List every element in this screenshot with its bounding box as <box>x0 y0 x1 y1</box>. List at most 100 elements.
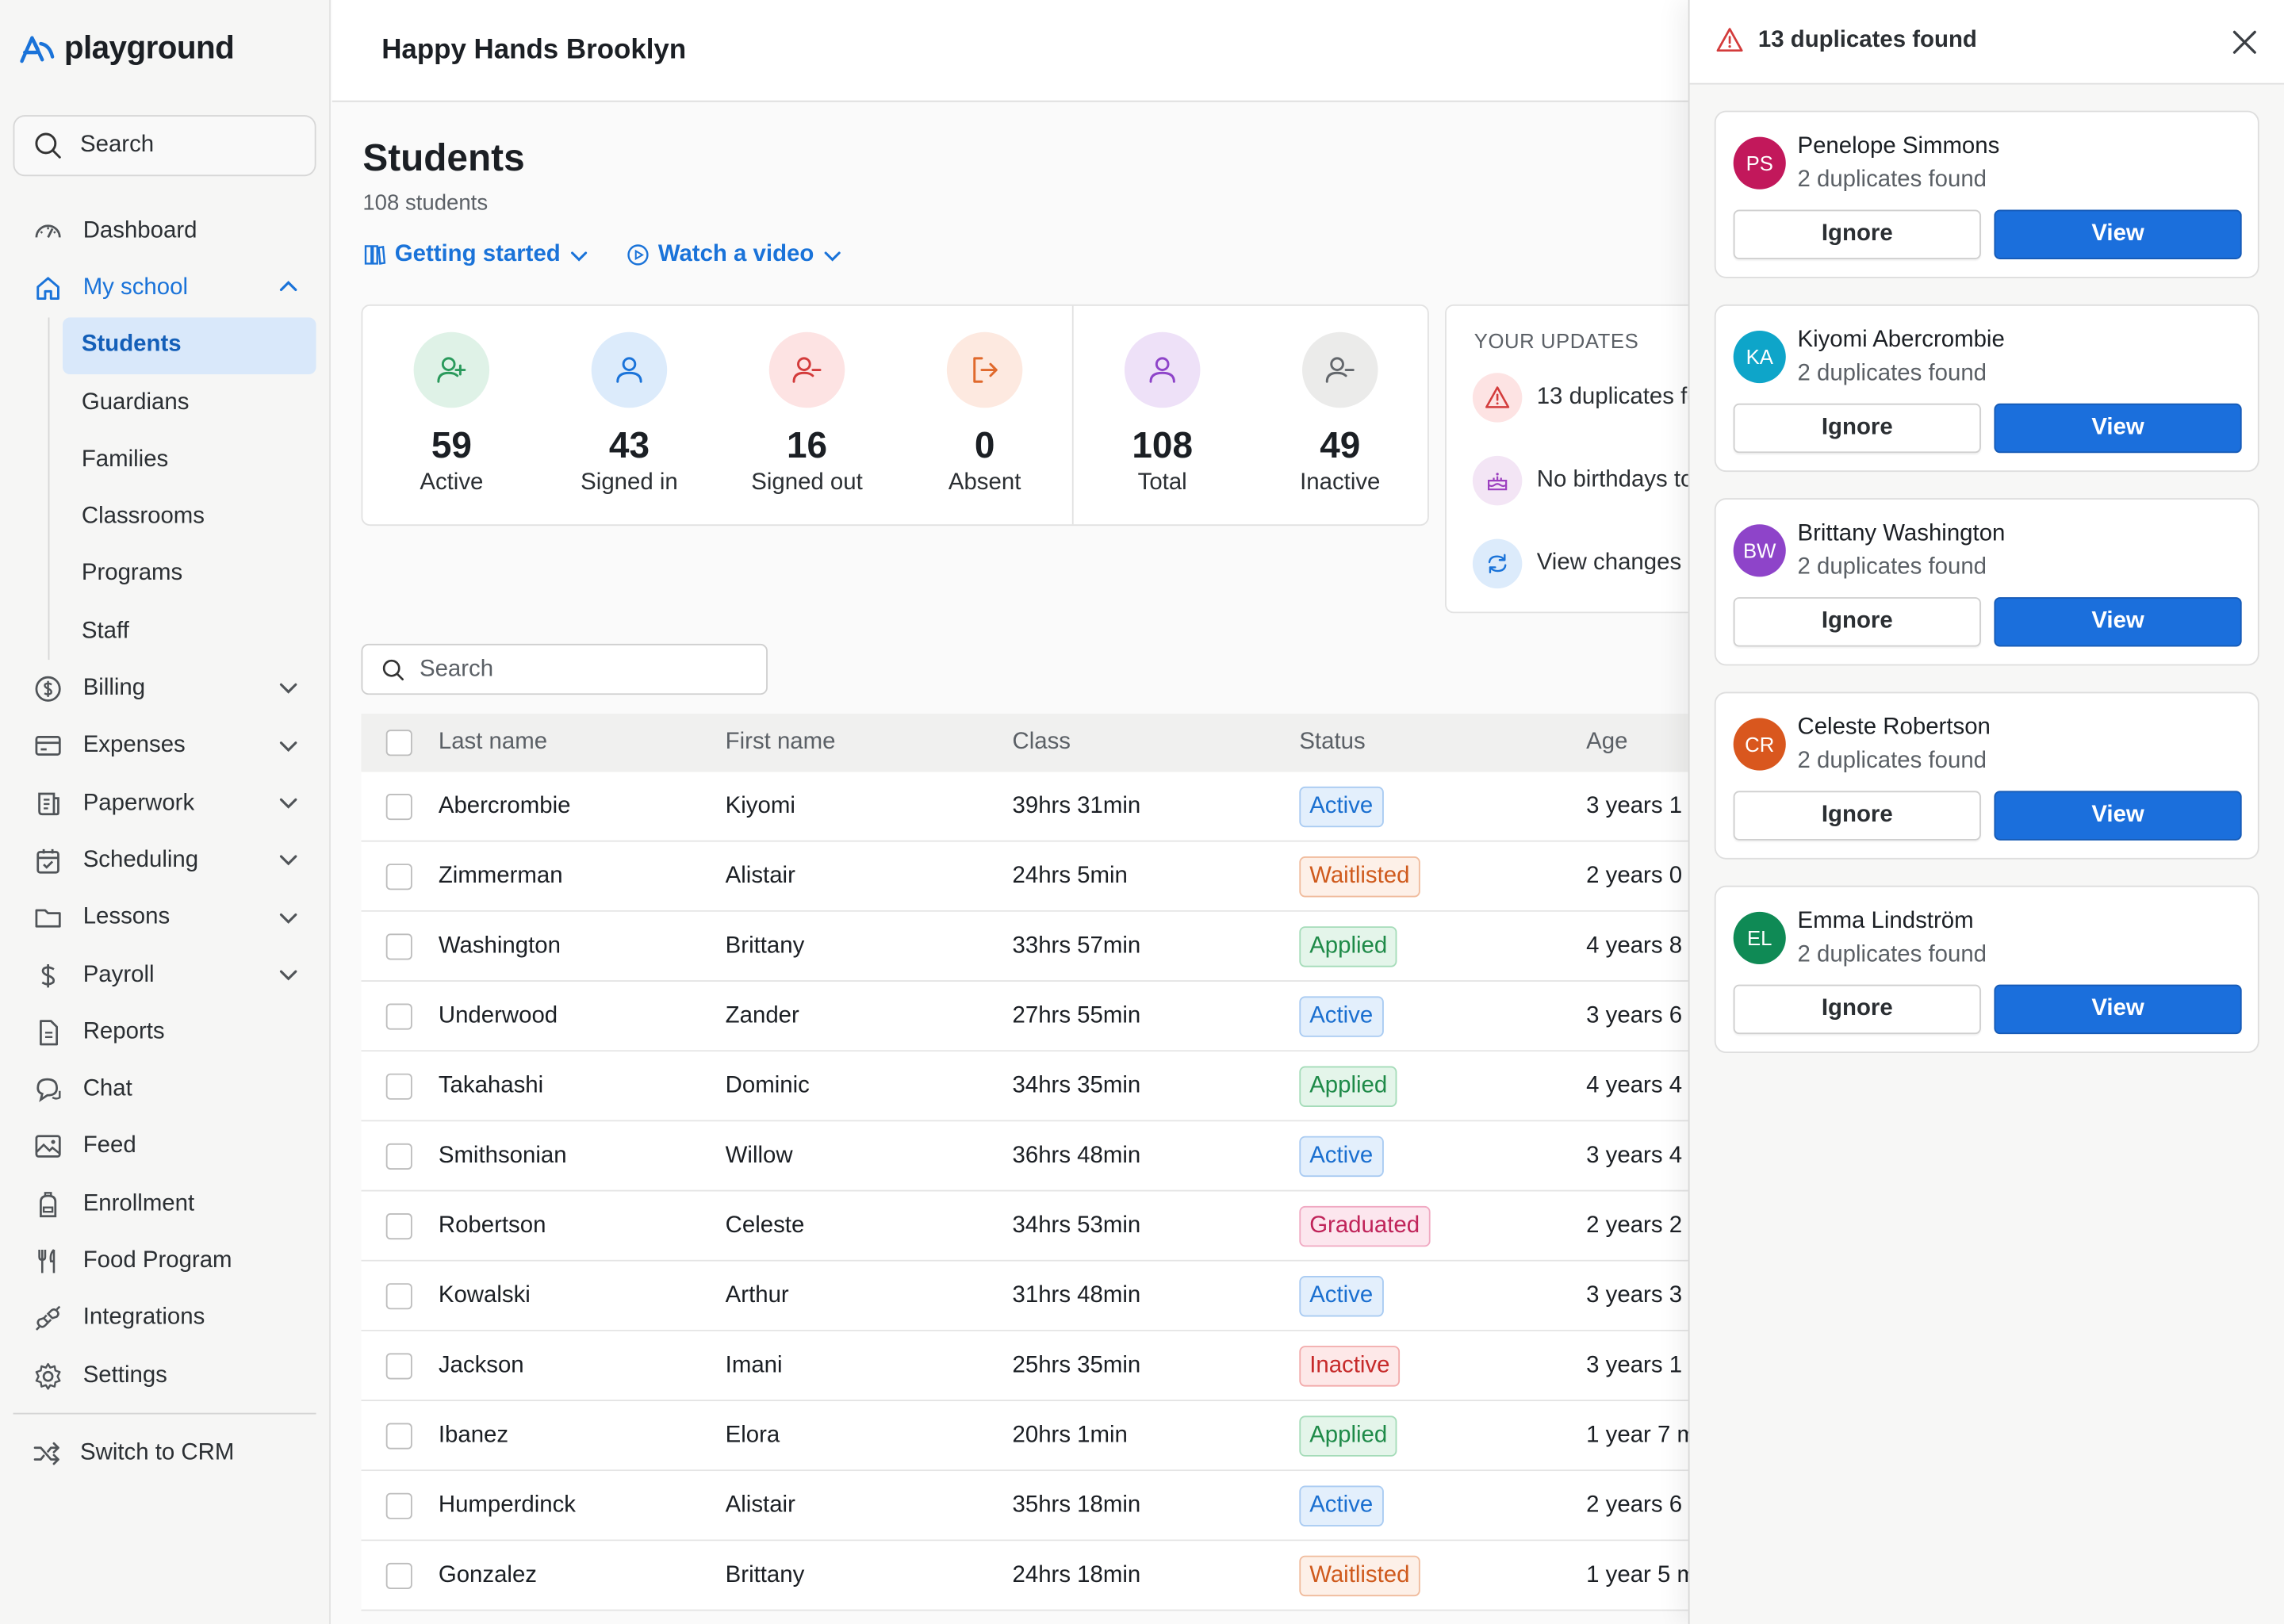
chevron-down-icon[interactable] <box>278 792 299 813</box>
view-button[interactable]: View <box>1994 403 2242 454</box>
row-checkbox[interactable] <box>385 1492 412 1519</box>
close-icon[interactable] <box>2230 28 2259 57</box>
cell-class: 25hrs 35min <box>1012 1352 1141 1377</box>
row-checkbox[interactable] <box>385 933 412 959</box>
cell-last-name[interactable]: Ibanez <box>438 1422 509 1447</box>
table-search-input[interactable]: Search <box>361 643 768 695</box>
stat-inactive[interactable]: 49 Inactive <box>1251 331 1429 497</box>
sidebar-item-programs[interactable]: Programs <box>81 561 183 587</box>
column-header-last-name[interactable]: Last name <box>438 730 548 755</box>
chevron-down-icon[interactable] <box>278 678 299 699</box>
cell-last-name[interactable]: Smithsonian <box>438 1142 567 1168</box>
sidebar-item-enrollment[interactable]: Enrollment <box>0 1175 331 1232</box>
table-row[interactable]: Underwood Zander 27hrs 55min Active 3 years … <box>361 982 1690 1052</box>
sidebar-item-chat[interactable]: Chat <box>0 1061 331 1118</box>
row-checkbox[interactable] <box>385 1561 412 1589</box>
row-checkbox[interactable] <box>385 1072 412 1099</box>
table-row[interactable]: Smithsonian Willow 36hrs 48min Active 3 year… <box>361 1121 1690 1192</box>
getting-started-link[interactable]: Getting started <box>362 242 588 268</box>
sidebar-item-students[interactable]: Students <box>62 316 316 374</box>
row-checkbox[interactable] <box>385 863 412 890</box>
sidebar-search[interactable]: Search <box>13 115 316 177</box>
sidebar-item-reports[interactable]: Reports <box>0 1004 331 1061</box>
ignore-button[interactable]: Ignore <box>1733 403 1981 454</box>
table-row[interactable]: Takahashi Dominic 34hrs 35min Applied 4 year… <box>361 1051 1690 1122</box>
cell-last-name[interactable]: Takahashi <box>438 1072 544 1098</box>
table-row[interactable]: Zimmerman Alistair 24hrs 5min Waitlisted 2 y… <box>361 841 1690 912</box>
sidebar-item-food-program[interactable]: Food Program <box>0 1233 331 1290</box>
sidebar-item-families[interactable]: Families <box>81 446 169 472</box>
ignore-button[interactable]: Ignore <box>1733 791 1981 841</box>
row-checkbox[interactable] <box>385 1002 412 1029</box>
cell-last-name[interactable]: Washington <box>438 933 561 958</box>
chevron-down-icon[interactable] <box>278 964 299 985</box>
table-row[interactable]: Robertson Celeste 34hrs 53min Graduated 2 ye… <box>361 1191 1690 1262</box>
row-checkbox[interactable] <box>385 1142 412 1170</box>
sidebar-item-classrooms[interactable]: Classrooms <box>81 504 205 529</box>
column-header-status[interactable]: Status <box>1299 730 1366 755</box>
ignore-button[interactable]: Ignore <box>1733 597 1981 647</box>
cell-last-name[interactable]: Gonzalez <box>438 1561 537 1588</box>
chevron-down-icon[interactable] <box>278 849 299 870</box>
switch-to-crm-link[interactable]: Switch to CRM <box>32 1439 234 1469</box>
sidebar-item-integrations[interactable]: Integrations <box>0 1290 331 1347</box>
table-row[interactable]: Jackson Imani 25hrs 35min Inactive 3 years 1… <box>361 1331 1690 1402</box>
table-row[interactable]: Ibanez Elora 20hrs 1min Applied 1 year 7 m <box>361 1401 1690 1472</box>
cell-last-name[interactable]: Zimmerman <box>438 863 563 888</box>
view-button[interactable]: View <box>1994 209 2242 259</box>
stat-absent[interactable]: 0 Absent <box>896 331 1074 497</box>
update-duplicates[interactable]: 13 duplicates found <box>1472 373 1720 423</box>
sidebar-item-scheduling[interactable]: Scheduling <box>0 832 331 889</box>
update-view-changes[interactable]: View changes <box>1472 538 1681 589</box>
sidebar-item-payroll[interactable]: Payroll <box>0 947 331 1004</box>
watch-video-link[interactable]: Watch a video <box>626 242 841 268</box>
update-birthdays[interactable]: No birthdays today <box>1472 455 1720 506</box>
sidebar-item-billing[interactable]: Billing <box>0 661 331 718</box>
logo[interactable]: playground <box>17 29 235 67</box>
sidebar-item-my-school[interactable]: My school <box>0 259 331 316</box>
sidebar-search-label: Search <box>80 132 155 158</box>
column-header-class[interactable]: Class <box>1012 730 1071 755</box>
table-row[interactable]: Gonzalez Brittany 24hrs 18min Waitlisted 1 y… <box>361 1541 1690 1611</box>
chevron-up-icon[interactable] <box>278 278 299 298</box>
row-checkbox[interactable] <box>385 1282 412 1309</box>
row-checkbox[interactable] <box>385 1212 412 1239</box>
sidebar-item-guardians[interactable]: Guardians <box>81 389 190 415</box>
sidebar-item-dashboard[interactable]: Dashboard <box>0 202 331 259</box>
stat-total[interactable]: 108 Total <box>1074 331 1251 497</box>
sidebar-item-label: Payroll <box>82 962 155 987</box>
view-button[interactable]: View <box>1994 984 2242 1035</box>
cell-last-name[interactable]: Underwood <box>438 1002 558 1028</box>
ignore-button[interactable]: Ignore <box>1733 209 1981 259</box>
cell-last-name[interactable]: Kowalski <box>438 1282 531 1308</box>
table-row[interactable]: Kowalski Arthur 31hrs 48min Active 3 years 3… <box>361 1261 1690 1331</box>
cell-last-name[interactable]: Abercrombie <box>438 793 571 818</box>
cell-last-name[interactable]: Humperdinck <box>438 1492 576 1518</box>
select-all-checkbox[interactable] <box>385 730 412 756</box>
sidebar-item-settings[interactable]: Settings <box>0 1347 331 1404</box>
stat-active[interactable]: 59 Active <box>362 331 540 497</box>
chevron-down-icon[interactable] <box>278 735 299 756</box>
sidebar-item-feed[interactable]: Feed <box>0 1118 331 1175</box>
chevron-down-icon[interactable] <box>278 907 299 928</box>
column-header-age[interactable]: Age <box>1586 730 1628 755</box>
sidebar-item-staff[interactable]: Staff <box>81 619 129 644</box>
row-checkbox[interactable] <box>385 793 412 820</box>
stat-signed-out[interactable]: 16 Signed out <box>718 331 895 497</box>
sidebar-item-lessons[interactable]: Lessons <box>0 889 331 946</box>
row-checkbox[interactable] <box>385 1422 412 1449</box>
view-button[interactable]: View <box>1994 791 2242 841</box>
column-header-first-name[interactable]: First name <box>725 730 836 755</box>
school-name[interactable]: Happy Hands Brooklyn <box>381 35 687 66</box>
sidebar-item-expenses[interactable]: Expenses <box>0 718 331 775</box>
table-row[interactable]: Abercrombie Kiyomi 39hrs 31min Active 3 year… <box>361 772 1690 842</box>
table-row[interactable]: Washington Brittany 33hrs 57min Applied 4 ye… <box>361 911 1690 982</box>
cell-last-name[interactable]: Robertson <box>438 1212 546 1238</box>
row-checkbox[interactable] <box>385 1352 412 1379</box>
table-row[interactable]: Humperdinck Alistair 35hrs 18min Active 2 ye… <box>361 1471 1690 1542</box>
sidebar-item-paperwork[interactable]: Paperwork <box>0 775 331 832</box>
view-button[interactable]: View <box>1994 597 2242 647</box>
cell-last-name[interactable]: Jackson <box>438 1352 524 1377</box>
ignore-button[interactable]: Ignore <box>1733 984 1981 1035</box>
stat-signed-in[interactable]: 43 Signed in <box>540 331 718 497</box>
